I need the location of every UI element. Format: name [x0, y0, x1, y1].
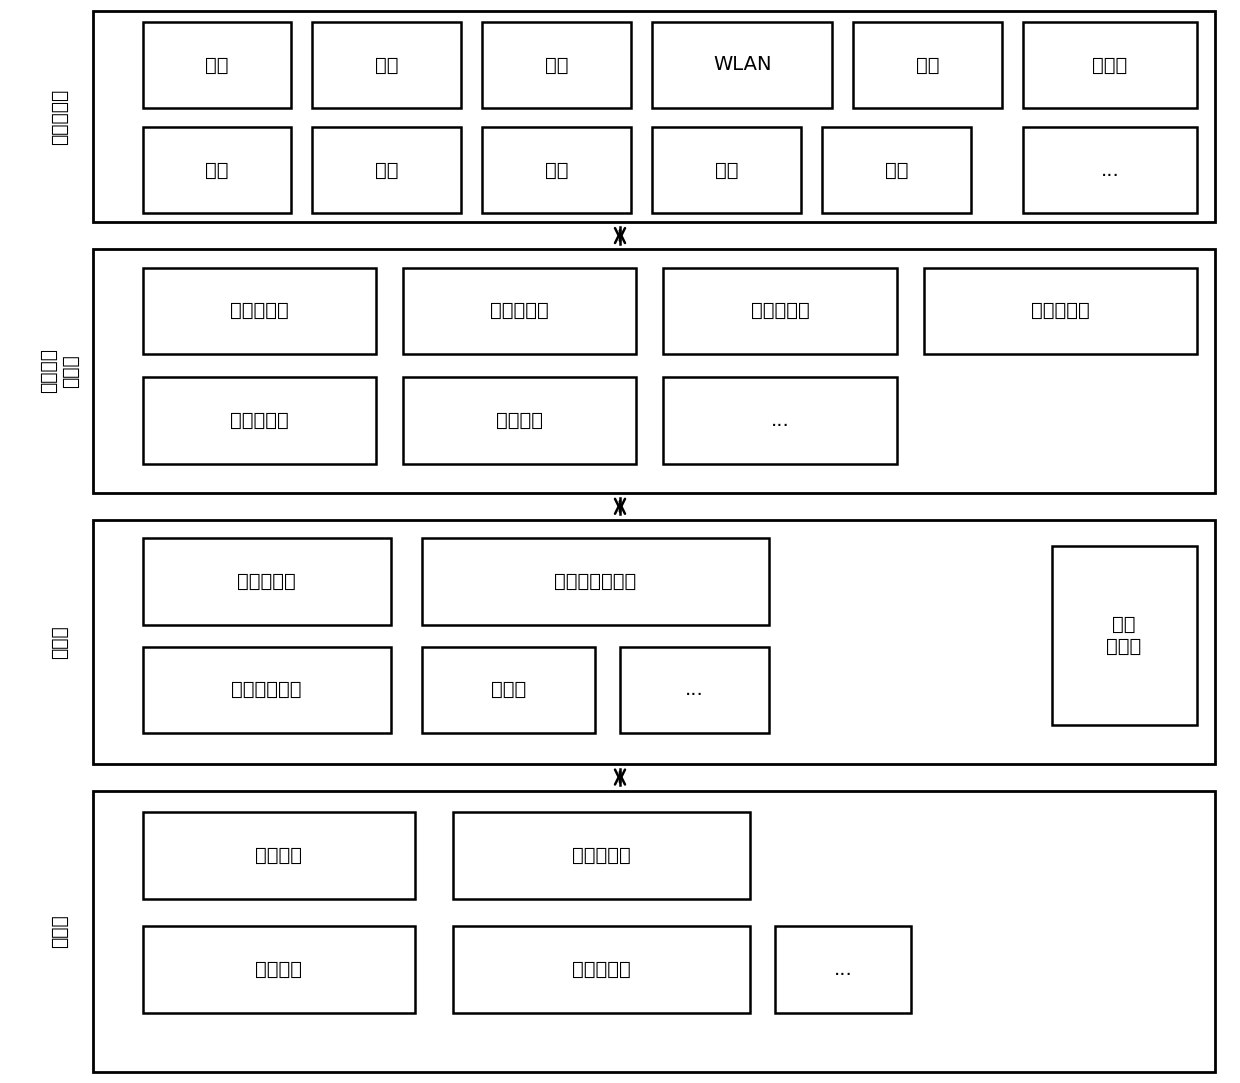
Bar: [143, 812, 415, 899]
Text: 系统库: 系统库: [50, 625, 69, 658]
Text: 短信息: 短信息: [1092, 55, 1127, 75]
Bar: [1052, 547, 1197, 726]
Text: ...: ...: [1100, 160, 1120, 180]
Bar: [652, 22, 832, 108]
Text: 应用程序
框架层: 应用程序 框架层: [38, 349, 81, 393]
Text: ...: ...: [684, 680, 704, 700]
Text: 安卓
运行时: 安卓 运行时: [1106, 615, 1142, 656]
Bar: [143, 377, 376, 464]
Text: 日历: 日历: [376, 55, 398, 75]
Text: 地图: 地图: [546, 55, 568, 75]
Bar: [1023, 127, 1197, 213]
Text: 电话管理器: 电话管理器: [750, 301, 810, 321]
Bar: [93, 791, 1215, 1072]
Text: 三维图形处理库: 三维图形处理库: [554, 572, 636, 591]
Text: 内容提供器: 内容提供器: [490, 301, 549, 321]
Bar: [620, 647, 769, 733]
Bar: [403, 268, 636, 354]
Bar: [93, 249, 1215, 493]
Text: 音乐: 音乐: [916, 55, 939, 75]
Bar: [403, 377, 636, 464]
Text: 通知管理器: 通知管理器: [229, 410, 289, 430]
Bar: [652, 127, 801, 213]
Bar: [143, 127, 291, 213]
Text: ...: ...: [770, 410, 790, 430]
Text: 通话: 通话: [376, 160, 398, 180]
Text: 表面管理器: 表面管理器: [237, 572, 296, 591]
Bar: [663, 377, 897, 464]
Text: 资源管理器: 资源管理器: [1030, 301, 1090, 321]
Text: 图库: 图库: [206, 160, 228, 180]
Text: ...: ...: [833, 960, 853, 979]
Text: 显示驱动: 显示驱动: [255, 846, 303, 865]
Bar: [1023, 22, 1197, 108]
Bar: [93, 11, 1215, 222]
Bar: [422, 538, 769, 625]
Bar: [822, 127, 971, 213]
Text: 摄像头驱动: 摄像头驱动: [572, 846, 631, 865]
Bar: [143, 268, 376, 354]
Bar: [482, 22, 631, 108]
Bar: [453, 812, 750, 899]
Text: 应用程序层: 应用程序层: [50, 89, 69, 144]
Bar: [312, 127, 461, 213]
Bar: [482, 127, 631, 213]
Text: WLAN: WLAN: [713, 55, 771, 75]
Bar: [143, 647, 391, 733]
Text: 媒体库: 媒体库: [491, 680, 526, 700]
Text: 音频驱动: 音频驱动: [255, 960, 303, 979]
Bar: [924, 268, 1197, 354]
Bar: [853, 22, 1002, 108]
Text: 蓝牙: 蓝牙: [715, 160, 738, 180]
Bar: [775, 926, 911, 1013]
Bar: [143, 22, 291, 108]
Bar: [453, 926, 750, 1013]
Text: 内核层: 内核层: [50, 914, 69, 949]
Bar: [143, 538, 391, 625]
Text: 相机: 相机: [206, 55, 228, 75]
Bar: [143, 926, 415, 1013]
Text: 传感器驱动: 传感器驱动: [572, 960, 631, 979]
Bar: [93, 520, 1215, 764]
Text: 视图系统: 视图系统: [496, 410, 543, 430]
Text: 二维图形引擎: 二维图形引擎: [232, 680, 301, 700]
Bar: [422, 647, 595, 733]
Text: 导航: 导航: [546, 160, 568, 180]
Text: 视频: 视频: [885, 160, 908, 180]
Bar: [663, 268, 897, 354]
Bar: [312, 22, 461, 108]
Text: 窗口管理器: 窗口管理器: [229, 301, 289, 321]
